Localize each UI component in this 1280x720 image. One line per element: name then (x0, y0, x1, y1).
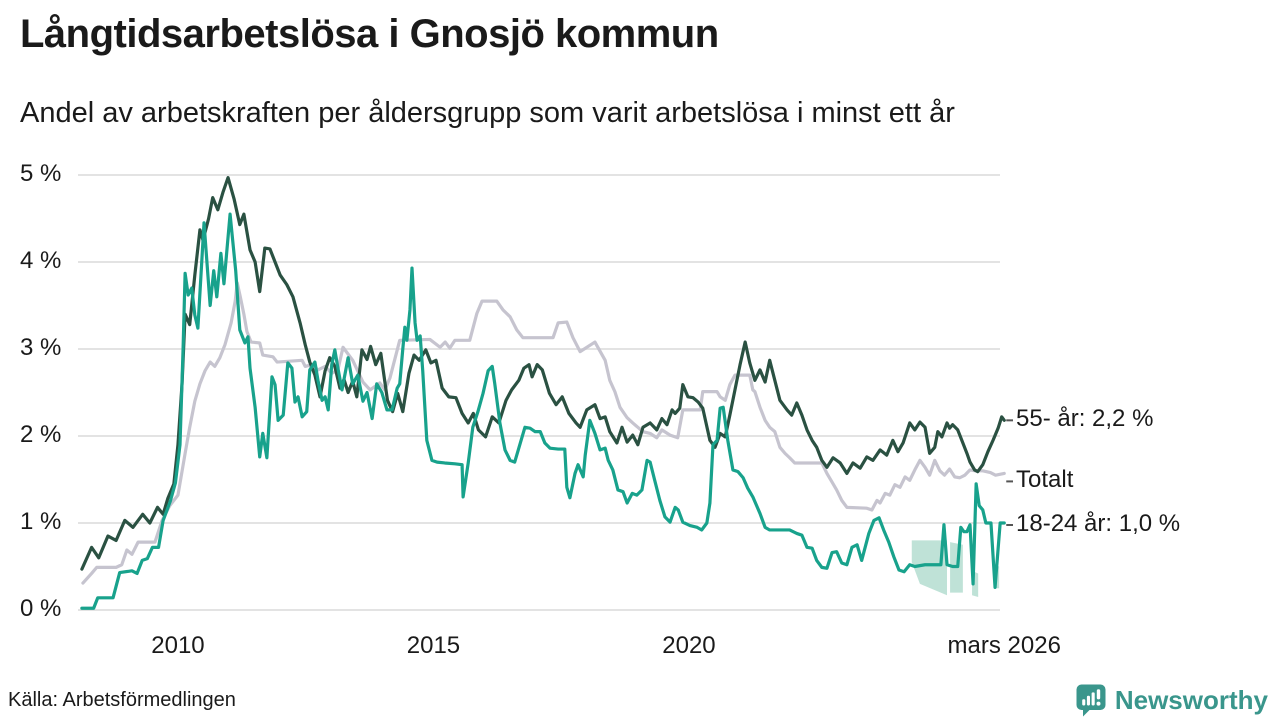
chart-subtitle: Andel av arbetskraften per åldersgrupp s… (20, 97, 955, 129)
brand-name: Newsworthy (1114, 684, 1268, 715)
y-axis-label-3: 3 % (20, 334, 62, 361)
y-axis-label-5: 5 % (20, 160, 62, 187)
series-line-55-ar (80, 176, 1006, 571)
uncertainty-area-0 (911, 540, 948, 596)
x-axis-label-2020: 2020 (662, 632, 716, 659)
series-line-18-24-ar (80, 212, 1006, 610)
end-label-18-24-ar: 18-24 år: 1,0 % (1016, 510, 1181, 537)
x-axis-label-2010: 2010 (151, 632, 205, 659)
source-note: Källa: Arbetsförmedlingen (8, 689, 236, 711)
page-title: Långtidsarbetslösa i Gnosjö kommun (20, 12, 719, 56)
series-line-totalt (81, 281, 1006, 585)
y-axis-label-0: 0 % (20, 595, 62, 622)
end-label-55-ar: 55- år: 2,2 % (1016, 405, 1154, 433)
x-axis-label-mars-2026: mars 2026 (947, 632, 1061, 659)
y-axis-label-1: 1 % (20, 508, 62, 535)
newsworthy-logo-icon (1076, 684, 1106, 717)
y-axis-label-4: 4 % (20, 247, 62, 274)
y-axis-label-2: 2 % (20, 421, 62, 448)
end-label-totalt: Totalt (1016, 466, 1074, 494)
x-axis-label-2015: 2015 (406, 632, 461, 659)
newsworthy-branding: Newsworthy (1075, 683, 1268, 717)
